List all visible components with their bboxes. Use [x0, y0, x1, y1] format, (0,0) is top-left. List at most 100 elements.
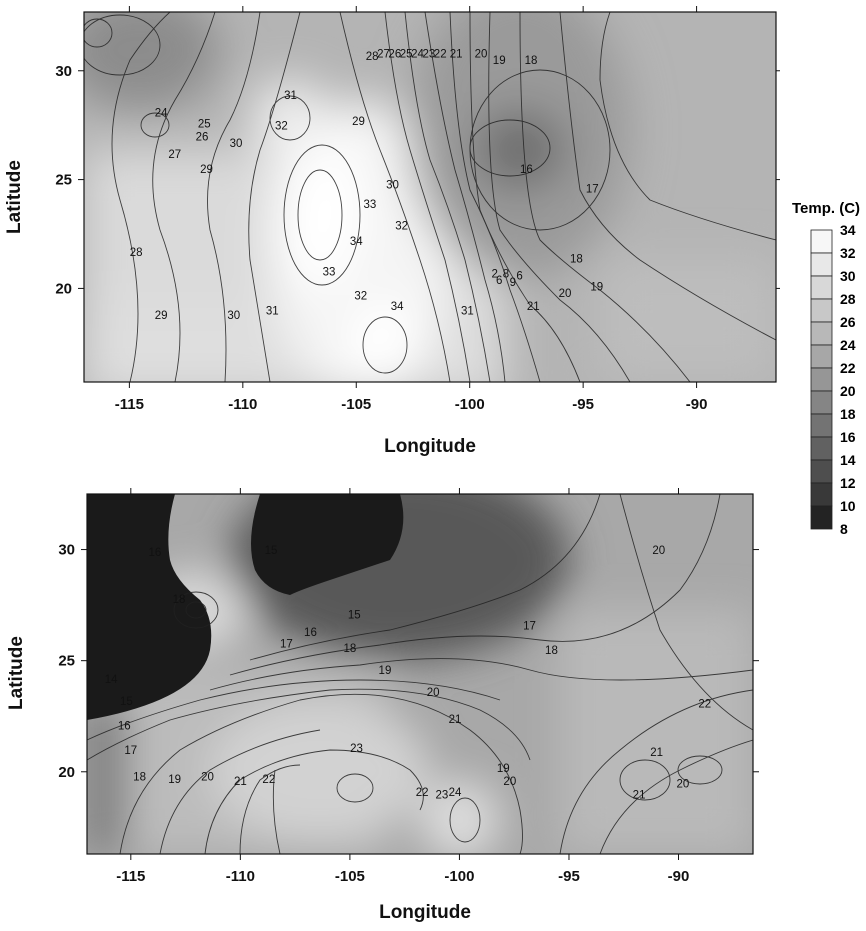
contour-label: 17: [586, 184, 599, 196]
contour-label: 24: [449, 787, 462, 799]
contour-label: 21: [527, 301, 540, 313]
contour-label: 16: [118, 721, 131, 733]
contour-label: 23: [350, 743, 363, 755]
contour-label: 21: [234, 776, 247, 788]
contour-label: 18: [133, 772, 146, 784]
contour-label: 17: [523, 621, 536, 633]
bottom-y-axis-label: Latitude: [6, 636, 27, 710]
y-tick-label: 25: [58, 653, 75, 670]
colorbar-label: 16: [840, 429, 856, 445]
contour-label: 24: [411, 49, 424, 61]
contour-label: 19: [168, 774, 181, 786]
top-y-axis-label: Latitude: [4, 160, 25, 234]
top-temperature-map: -115 -110 -105 -100 -95 -90 30 25 20 24 25 26 27 29…: [0, 0, 782, 460]
colorbar-label: 14: [840, 452, 856, 468]
y-tick-label: 30: [55, 63, 72, 80]
contour-label: 19: [379, 665, 392, 677]
colorbar-label: 34: [840, 222, 856, 238]
contour-label: 22: [262, 774, 275, 786]
contour-label: 26: [196, 131, 209, 143]
colorbar-label: 30: [840, 268, 856, 284]
x-tick-label: -115: [116, 868, 145, 885]
x-tick-label: -95: [572, 396, 594, 413]
x-tick-label: -95: [558, 868, 580, 885]
contour-label: 21: [633, 789, 646, 801]
contour-label: 19: [493, 55, 506, 67]
bottom-x-axis-label: Longitude: [379, 902, 471, 923]
contour-label: 8: [503, 269, 509, 281]
contour-label: 16: [304, 627, 317, 639]
contour-label: 16: [149, 547, 162, 559]
contour-label: 32: [275, 121, 288, 133]
contour-label: 25: [400, 49, 413, 61]
contour-label: 19: [497, 763, 510, 775]
contour-label: 20: [475, 49, 488, 61]
contour-label: 14: [105, 674, 118, 686]
contour-label: 23: [436, 789, 449, 801]
bottom-x-ticks: -115 -110 -105 -100 -95 -90: [116, 488, 689, 885]
contour-label: 15: [120, 696, 133, 708]
colorbar-label: 18: [840, 406, 856, 422]
y-tick-label: 25: [55, 172, 72, 189]
colorbar-swatch: [810, 321, 833, 346]
contour-label: 20: [503, 776, 516, 788]
contour-label: 32: [395, 221, 408, 233]
contour-label: 28: [366, 51, 379, 63]
contour-label: 6: [516, 271, 522, 283]
contour-label: 29: [200, 164, 213, 176]
contour-label: 27: [377, 49, 390, 61]
colorbar-label: 8: [840, 521, 848, 537]
top-y-ticks: 30 25 20: [55, 63, 782, 297]
bottom-temperature-map: -115 -110 -105 -100 -95 -90 30 25 20 16 18 15 15 16…: [0, 470, 780, 926]
x-tick-label: -90: [686, 396, 708, 413]
colorbar-label: 32: [840, 245, 856, 261]
x-tick-label: -100: [455, 396, 485, 413]
x-tick-label: -90: [668, 868, 690, 885]
colorbar-label: 26: [840, 314, 856, 330]
colorbar-label: 28: [840, 291, 856, 307]
contour-label: 20: [559, 288, 572, 300]
contour-label: 24: [155, 107, 168, 119]
colorbar-swatch: [810, 298, 833, 323]
contour-label: 29: [352, 116, 365, 128]
colorbar-swatch: [810, 459, 833, 484]
contour-label: 15: [348, 609, 361, 621]
contour-label: 18: [173, 594, 186, 606]
colorbar-swatch: [810, 275, 833, 300]
contour-label: 21: [650, 747, 663, 759]
contour-label: 28: [130, 247, 143, 259]
contour-label: 34: [391, 301, 404, 313]
contour-label: 20: [652, 545, 665, 557]
contour-label: 31: [461, 306, 474, 318]
contour-label: 21: [450, 49, 463, 61]
contour-label: 32: [354, 290, 367, 302]
contour-label: 19: [590, 282, 603, 294]
colorbar-labels: 34 32 30 28 26 24 22 20 18 16 14 12 10 8: [840, 222, 856, 537]
contour-label: 17: [280, 638, 293, 650]
contour-label: 30: [386, 179, 399, 191]
contour-label: 18: [545, 645, 558, 657]
colorbar-swatch: [810, 482, 833, 507]
contour-label: 16: [520, 164, 533, 176]
contour-label: 25: [198, 118, 211, 130]
colorbar-label: 22: [840, 360, 856, 376]
colorbar-swatch: [810, 390, 833, 415]
contour-label: 21: [449, 714, 462, 726]
x-tick-label: -105: [341, 396, 371, 413]
colorbar-swatch: [810, 413, 833, 438]
contour-label: 33: [363, 199, 376, 211]
y-tick-label: 20: [55, 280, 72, 297]
contour-label: 15: [265, 545, 278, 557]
contour-label: 30: [230, 138, 243, 150]
contour-label: 30: [227, 310, 240, 322]
colorbar-label: 20: [840, 383, 856, 399]
contour-label: 18: [525, 55, 538, 67]
x-tick-label: -110: [226, 868, 255, 885]
colorbar-title: Temp. (C): [792, 200, 860, 217]
contour-label: 18: [343, 643, 356, 655]
contour-label: 20: [676, 778, 689, 790]
contour-label: 31: [266, 306, 279, 318]
y-tick-label: 30: [58, 542, 75, 559]
